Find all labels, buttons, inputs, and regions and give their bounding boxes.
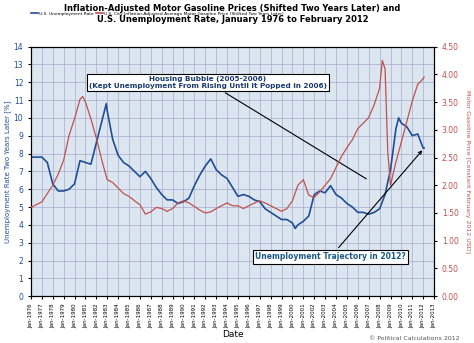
Y-axis label: Motor Gasoline Price [Constant February 2012 USD]: Motor Gasoline Price [Constant February … [465, 90, 470, 253]
Y-axis label: Unemployment Rate Two Years Later [%]: Unemployment Rate Two Years Later [%] [4, 100, 11, 243]
Text: Unemployment Trajectory in 2012?: Unemployment Trajectory in 2012? [255, 151, 421, 261]
Text: Housing Bubble (2005-2006)
(Kept Unemployment From Rising Until It Popped in 200: Housing Bubble (2005-2006) (Kept Unemplo… [89, 76, 366, 179]
Title: Inflation-Adjusted Motor Gasoline Prices (Shifted Two Years Later) and
U.S. Unem: Inflation-Adjusted Motor Gasoline Prices… [64, 4, 401, 24]
X-axis label: Date: Date [222, 330, 243, 339]
Text: © Political Calculations 2012: © Political Calculations 2012 [369, 336, 460, 341]
Legend: U.S. Unemployment Rate, U.S. City Inflation-Adjusted Average Motor Gasoline Pric: U.S. Unemployment Rate, U.S. City Inflat… [29, 10, 285, 18]
